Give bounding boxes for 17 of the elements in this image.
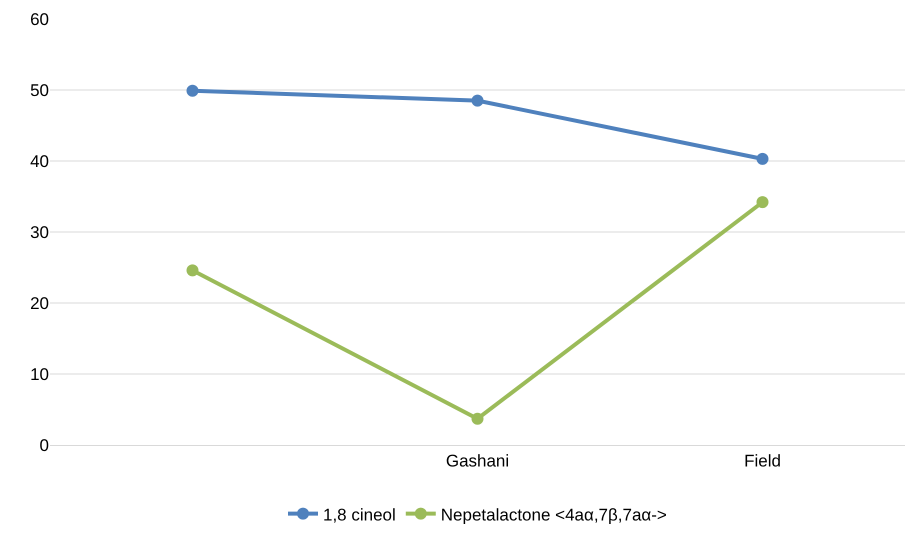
y-tick-label: 10 <box>30 364 49 384</box>
y-tick-label: 30 <box>30 222 49 242</box>
point <box>186 84 198 97</box>
legend-label: Nepetalactone <4aα,7β,7aα-> <box>440 505 667 524</box>
point <box>472 94 484 107</box>
x-tick-label: Gashani <box>446 451 510 470</box>
point <box>756 196 768 208</box>
y-tick-label: 20 <box>30 294 49 313</box>
y-tick-label: 60 <box>30 10 49 29</box>
point <box>472 412 484 425</box>
legend-label: 1,8 cineol <box>323 505 396 524</box>
y-tick-label: 50 <box>30 80 49 100</box>
point <box>186 264 198 276</box>
y-tick-label: 0 <box>40 436 49 455</box>
point <box>756 152 768 165</box>
x-tick-label: Field <box>744 451 781 470</box>
y-tick-label: 40 <box>30 152 49 171</box>
